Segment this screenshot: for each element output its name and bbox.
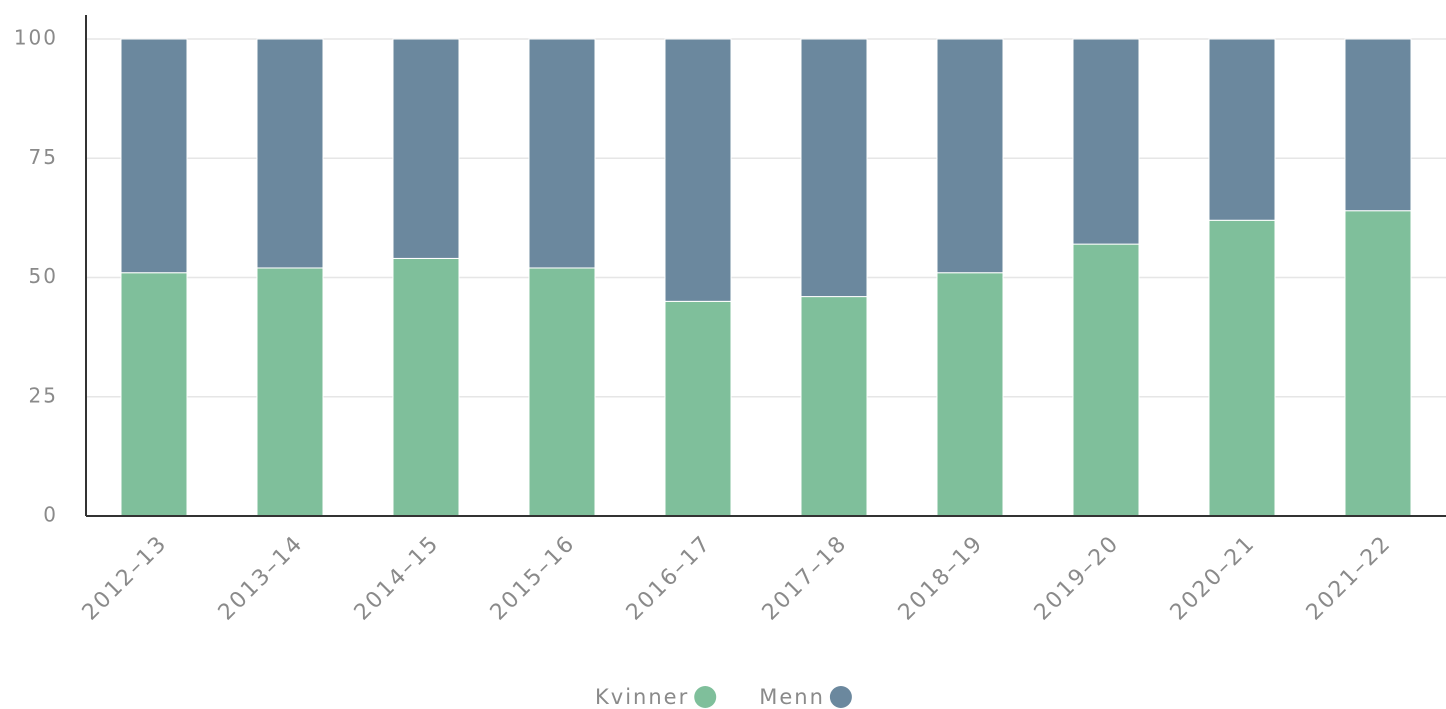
bar-segment: [256, 267, 324, 517]
legend-label: Kvinner: [595, 685, 689, 709]
y-tick-label: 50: [29, 264, 58, 288]
y-tick-label: 100: [14, 26, 58, 50]
bar-segment: [528, 38, 596, 269]
bar-segment: [1208, 38, 1276, 221]
bar-segment: [120, 272, 188, 517]
x-tick-label: 2018–19: [894, 531, 989, 626]
bar-segment: [528, 267, 596, 517]
x-tick-label: 2015–16: [486, 531, 581, 626]
bar-segment: [936, 272, 1004, 517]
x-tick-label: 2013–14: [214, 531, 309, 626]
bar-segment: [392, 257, 460, 517]
bar-segment: [800, 296, 868, 517]
x-tick-label: 2016–17: [622, 531, 717, 626]
x-tick-label: 2020–21: [1166, 531, 1261, 626]
bar-segment: [800, 38, 868, 298]
bar-segment: [1344, 210, 1412, 517]
bar-segment: [1208, 219, 1276, 517]
bar-segment: [664, 38, 732, 302]
x-tick-label: 2014–15: [350, 531, 445, 626]
legend-marker: [829, 686, 852, 708]
x-tick-label: 2019–20: [1030, 531, 1125, 626]
bar-segment: [664, 300, 732, 517]
bar-segment: [1072, 38, 1140, 245]
bar-segment: [1344, 38, 1412, 212]
x-tick-label: 2012–13: [78, 531, 173, 626]
legend-marker: [694, 686, 717, 708]
x-tick-label: 2017–18: [758, 531, 853, 626]
bar-segment: [1072, 243, 1140, 517]
y-tick-label: 25: [29, 383, 58, 407]
legend-label: Menn: [759, 685, 825, 709]
bar-segment: [120, 38, 188, 274]
bar-segment: [392, 38, 460, 259]
y-tick-label: 0: [43, 503, 58, 527]
bar-segment: [256, 38, 324, 269]
y-tick-label: 75: [29, 145, 58, 169]
bar-segment: [936, 38, 1004, 274]
x-tick-label: 2021–22: [1302, 531, 1397, 626]
